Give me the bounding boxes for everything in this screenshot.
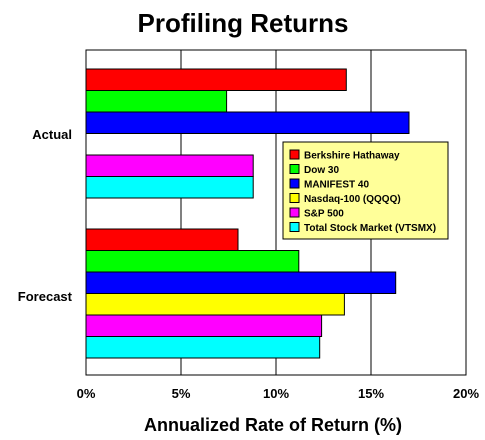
legend-swatch (289, 207, 300, 218)
x-axis-title: Annualized Rate of Return (%) (144, 415, 402, 435)
x-tick-label: 15% (358, 386, 384, 401)
legend-swatch (289, 178, 300, 189)
plot-area-frame (85, 49, 467, 376)
legend: Berkshire Hathaway Dow 30 MANIFEST 40 Nasda… (282, 141, 449, 240)
legend-swatch (289, 193, 300, 203)
bar-actual-0 (85, 68, 347, 91)
legend-label: Berkshire Hathaway (304, 151, 400, 162)
bar-forecast-4 (85, 314, 323, 337)
category-label-actual: Actual (32, 127, 72, 142)
legend-label: Total Stock Market (VTSMX) (304, 223, 436, 234)
bar-forecast-2 (85, 271, 397, 294)
legend-label: Dow 30 (304, 165, 339, 176)
bar-actual-1 (85, 90, 228, 113)
chart-title: Profiling Returns (138, 8, 349, 38)
bar-forecast-3 (85, 293, 345, 316)
bar-forecast-5 (85, 336, 321, 359)
legend-swatch (289, 164, 300, 174)
legend-label: S&P 500 (304, 209, 344, 220)
x-axis-ticks: 0% 5% 10% 15% 20% (77, 386, 480, 401)
x-tick-label: 0% (77, 386, 96, 401)
legend-swatch (289, 222, 300, 232)
bar-actual-4 (85, 154, 254, 177)
bar-actual-5 (85, 176, 254, 199)
legend-label: MANIFEST 40 (304, 180, 369, 191)
x-tick-label: 10% (263, 386, 289, 401)
legend-label: Nasdaq-100 (QQQQ) (304, 194, 401, 205)
x-tick-label: 5% (172, 386, 191, 401)
x-tick-label: 20% (453, 386, 479, 401)
bar-actual-2 (85, 111, 410, 134)
legend-swatch (289, 149, 300, 160)
bar-forecast-0 (85, 228, 239, 251)
bar-forecast-1 (85, 250, 300, 273)
category-labels: Actual Forecast (18, 127, 73, 304)
category-label-forecast: Forecast (18, 289, 73, 304)
legend-box (282, 141, 449, 240)
